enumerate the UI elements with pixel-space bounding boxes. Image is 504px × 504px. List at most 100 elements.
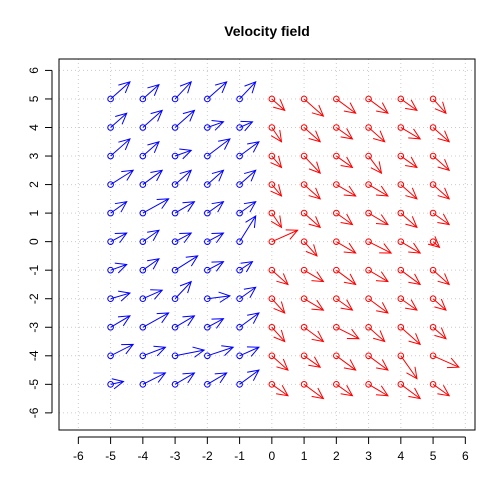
vector-origin-point	[429, 124, 437, 131]
vector-arrowhead	[247, 141, 260, 153]
vector-origin-point	[429, 266, 437, 274]
vector-shaft	[432, 241, 440, 248]
vector-shaft	[336, 98, 356, 114]
y-tick-label: 0	[27, 238, 41, 245]
vector-arrowhead	[405, 99, 418, 112]
vector-origin-point	[365, 266, 372, 274]
vector-shaft	[207, 232, 224, 243]
vector-arrowhead	[185, 255, 199, 267]
vector-shaft	[432, 326, 447, 340]
vector-origin-point	[300, 323, 308, 331]
vector-origin-point	[333, 266, 340, 274]
vector-origin-point	[397, 181, 405, 188]
vector-origin-point	[397, 209, 405, 217]
vector-arrowhead	[114, 232, 128, 244]
vector-arrowhead	[121, 343, 135, 355]
x-tick-label: -1	[234, 449, 245, 463]
vector-arrowhead	[150, 289, 164, 300]
vector-arrowhead	[273, 99, 286, 112]
x-tick-label: 2	[333, 449, 340, 463]
vector-origin-point	[397, 352, 405, 360]
vector-origin-point	[333, 323, 340, 331]
vector-arrowhead	[434, 298, 447, 311]
y-tick-label: 1	[27, 209, 41, 216]
vector-origin-point	[365, 95, 372, 103]
y-tick-label: 2	[27, 181, 41, 188]
vector-arrowhead	[373, 130, 386, 143]
vector-shaft	[239, 286, 257, 300]
vector-origin-point	[365, 124, 372, 131]
vector-arrowhead	[153, 345, 167, 357]
vector-shaft	[174, 201, 195, 214]
vector-shaft	[432, 298, 447, 311]
vector-arrowhead	[179, 80, 193, 94]
x-tick-label: 3	[365, 449, 372, 463]
vector-origin-point	[365, 295, 372, 303]
vector-origin-point	[268, 152, 276, 160]
vector-origin-point	[139, 381, 147, 388]
vector-arrowhead	[437, 187, 451, 200]
vector-origin-point	[107, 209, 114, 217]
vector-shaft	[368, 98, 389, 114]
vector-shaft	[271, 229, 298, 243]
vector-shaft	[239, 261, 253, 271]
vector-origin-point	[139, 95, 147, 103]
vector-shaft	[174, 169, 192, 185]
vector-shaft	[110, 315, 131, 328]
vector-shaft	[271, 326, 286, 342]
vector-origin-point	[397, 381, 405, 388]
vector-arrowhead	[437, 130, 451, 143]
vector-arrowhead	[111, 378, 125, 390]
vector-arrowhead	[247, 312, 260, 324]
vector-arrowhead	[243, 286, 257, 299]
vector-origin-point	[429, 238, 437, 245]
vector-arrowhead	[373, 330, 386, 343]
vector-arrowhead	[156, 312, 170, 324]
vector-origin-point	[171, 352, 179, 360]
y-tick-label: -6	[27, 407, 41, 418]
vector-origin-point	[107, 266, 114, 274]
vector-shaft	[207, 318, 224, 328]
vector-arrowhead	[211, 232, 225, 244]
vector-arrowhead	[218, 138, 231, 150]
vector-arrowhead	[115, 112, 128, 125]
vector-shaft	[174, 149, 192, 157]
vector-origin-point	[204, 266, 211, 274]
vector-origin-point	[107, 352, 114, 360]
vector-origin-point	[429, 209, 437, 217]
vector-origin-point	[139, 124, 147, 131]
vector-arrowhead	[147, 229, 160, 241]
vector-arrowhead	[434, 327, 447, 340]
vector-arrowhead	[311, 299, 325, 311]
vector-shaft	[336, 326, 360, 340]
vector-origin-point	[365, 381, 372, 388]
vector-shaft	[239, 369, 260, 385]
vector-origin-point	[333, 381, 340, 388]
vector-origin-point	[268, 323, 276, 331]
vector-origin-point	[204, 152, 211, 160]
vector-origin-point	[236, 152, 243, 160]
vector-arrowhead	[434, 101, 447, 115]
vector-shaft	[432, 383, 450, 397]
vector-arrowhead	[343, 242, 357, 254]
vector-origin-point	[333, 181, 340, 188]
vector-arrowhead	[308, 130, 322, 143]
x-tick-label: 1	[301, 449, 308, 463]
y-tick-label: -3	[27, 322, 41, 333]
vector-origin-point	[171, 124, 179, 131]
vector-origin-point	[236, 238, 243, 245]
vector-shaft	[336, 269, 356, 285]
vector-arrowhead	[182, 109, 196, 122]
vector-origin-point	[365, 323, 372, 331]
vector-arrowhead	[245, 214, 257, 228]
vector-arrowhead	[311, 104, 325, 117]
vector-arrowhead	[240, 260, 254, 273]
vector-shaft	[174, 109, 195, 128]
vector-arrowhead	[340, 156, 354, 169]
vector-arrowhead	[405, 216, 418, 229]
vector-shaft	[271, 184, 282, 197]
vector-shaft	[368, 383, 389, 397]
vector-origin-point	[333, 352, 340, 360]
vector-shaft	[142, 289, 163, 300]
vector-arrowhead	[408, 128, 422, 140]
